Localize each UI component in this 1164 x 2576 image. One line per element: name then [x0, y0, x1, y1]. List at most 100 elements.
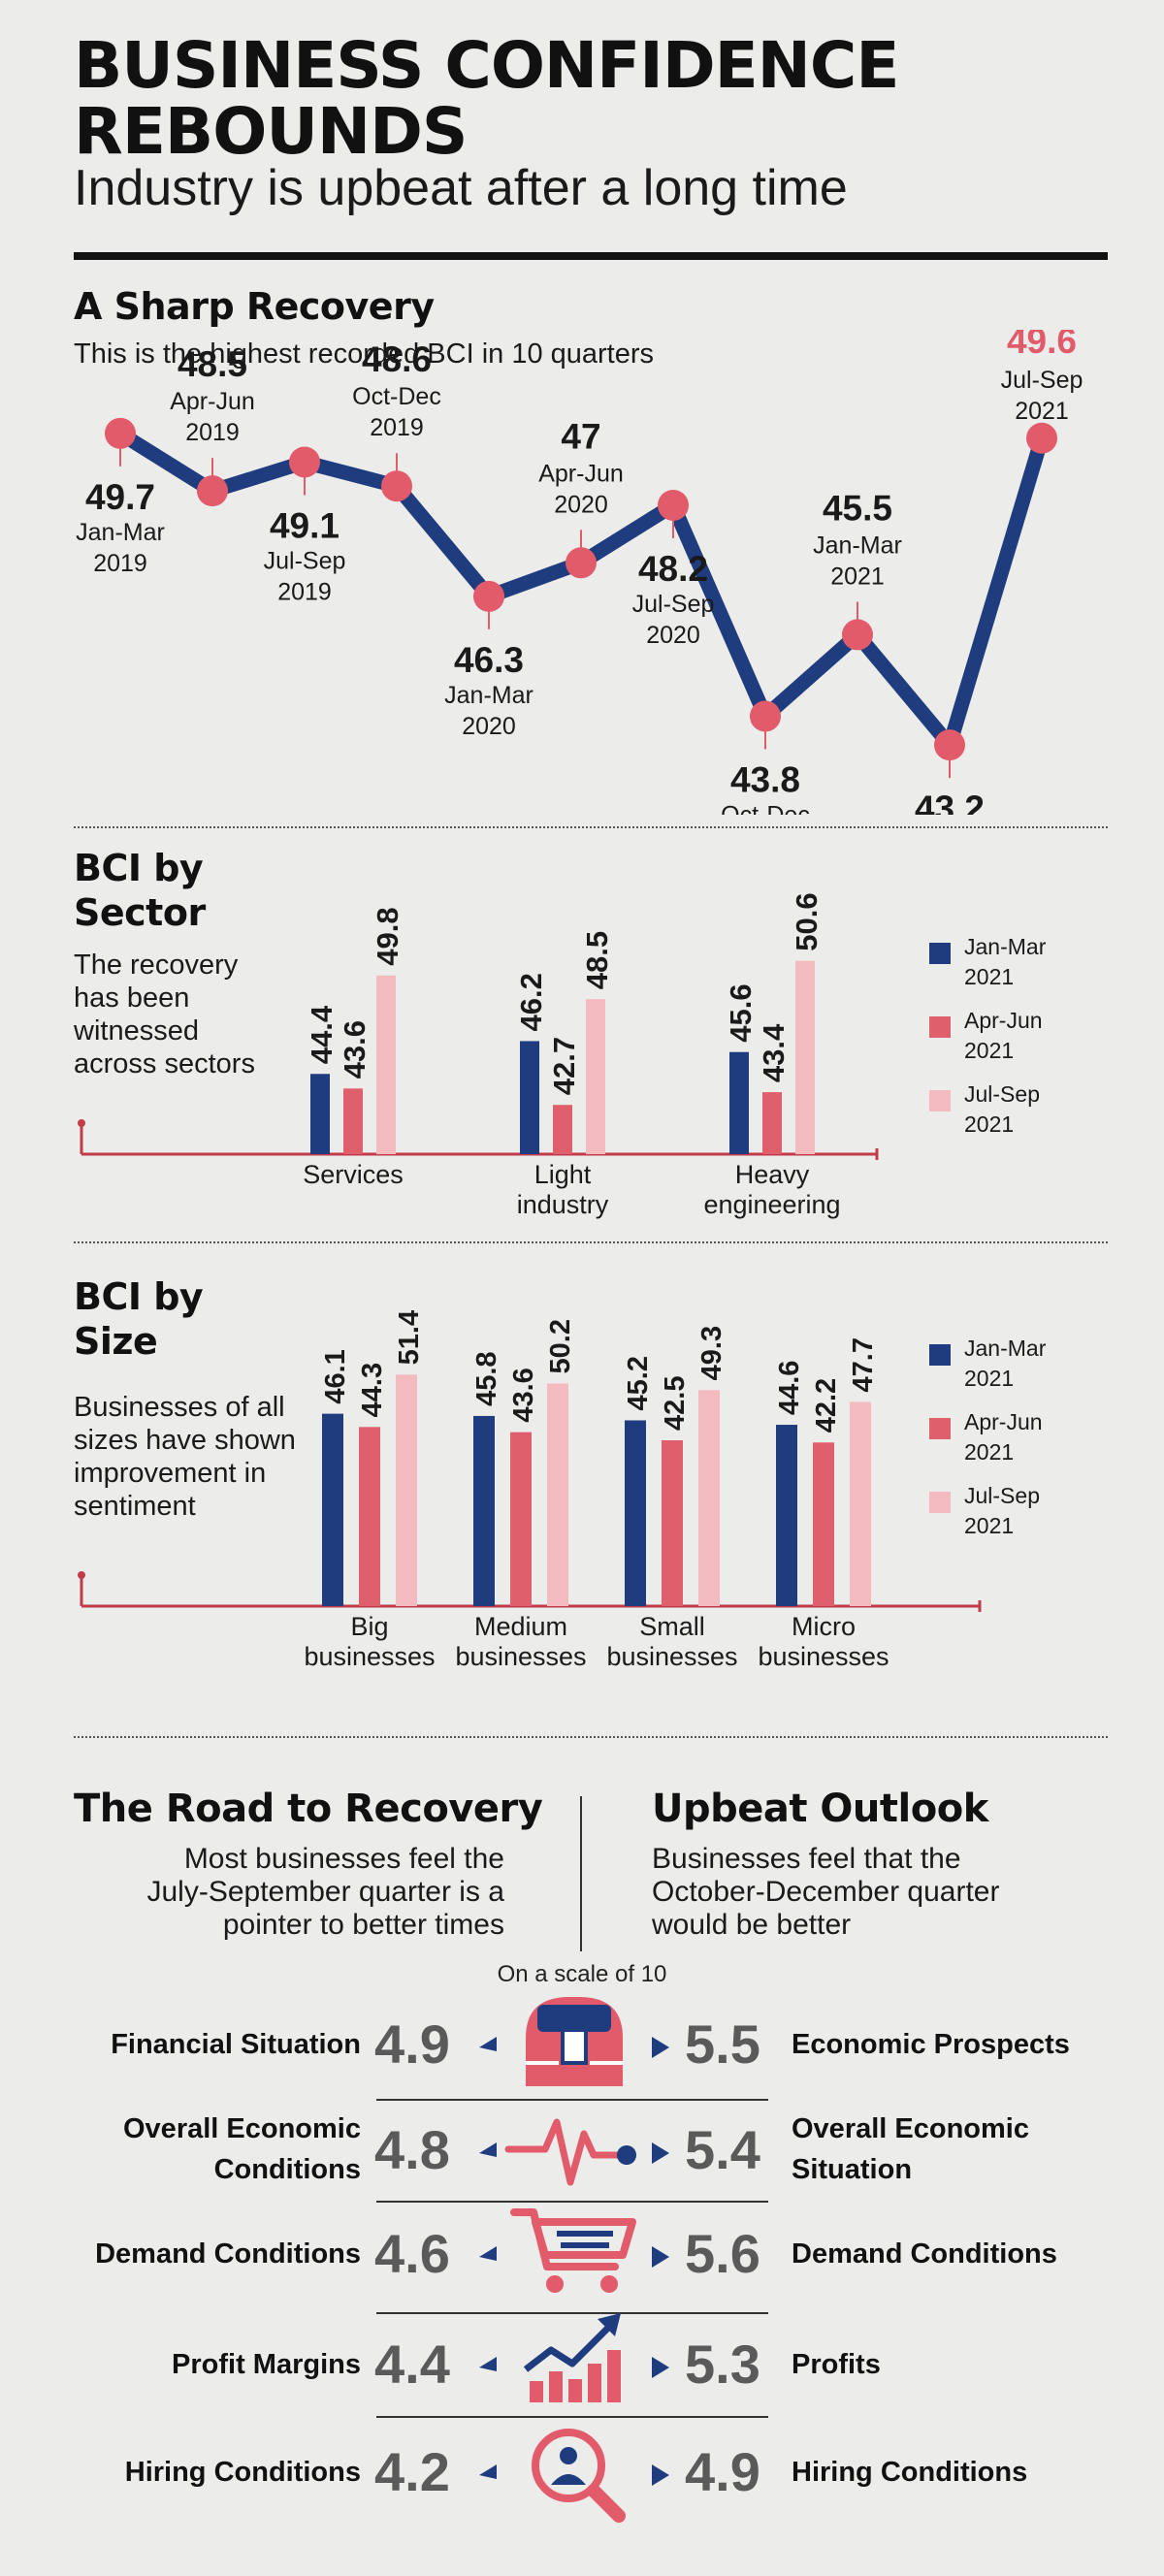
bar-value-label: 45.8 — [471, 1351, 502, 1405]
legend-swatch — [929, 1344, 951, 1366]
category-label: businesses — [304, 1642, 435, 1671]
bar-value-label: 48.5 — [580, 931, 614, 989]
point-quarter-label: Oct-Dec — [352, 383, 441, 410]
bar — [343, 1088, 363, 1154]
data-point — [105, 417, 136, 449]
arrow-left-icon — [479, 2357, 497, 2371]
point-quarter-label: Jan-Mar — [813, 531, 902, 559]
point-value-label: 43.8 — [730, 759, 800, 799]
road-to-recovery-title: The Road to Recovery — [74, 1787, 543, 1831]
category-label: industry — [517, 1190, 609, 1219]
point-year-label: 2019 — [277, 578, 332, 605]
category-label: Medium — [474, 1612, 567, 1641]
size-chart-description: Businesses of all sizes have shown impro… — [74, 1392, 296, 1522]
bar — [310, 1074, 330, 1154]
arrow-right-icon — [652, 2464, 669, 2486]
point-value-label: 43.2 — [915, 789, 985, 815]
point-year-label: 2019 — [93, 550, 147, 577]
axis-marker-dot — [78, 1571, 85, 1579]
line-chart: 49.7Jan-Mar201948.5Apr-Jun201949.1Jul-Se… — [76, 330, 1083, 815]
category-label: businesses — [606, 1642, 737, 1671]
legend-label: Apr-Jun — [964, 1008, 1043, 1033]
shopping-cart-icon — [510, 2208, 636, 2293]
point-quarter-label: Jan-Mar — [444, 682, 534, 709]
page-subtitle: Industry is upbeat after a long time — [74, 160, 848, 216]
bar-value-label: 42.7 — [547, 1037, 581, 1095]
legend-label: Jan-Mar — [964, 934, 1047, 959]
bar — [795, 960, 815, 1154]
arrow-right-icon — [652, 2246, 669, 2268]
point-year-label: 2020 — [462, 713, 516, 740]
right-metric-label: Hiring Conditions — [792, 2457, 1027, 2488]
sector-chart-description: The recovery has been witnessed across s… — [74, 950, 255, 1079]
data-point — [473, 580, 504, 612]
line-chart-title: A Sharp Recovery — [74, 285, 435, 328]
point-quarter-label: Jul-Sep — [264, 547, 346, 574]
arrow-right-icon — [652, 2142, 669, 2164]
bar — [510, 1432, 532, 1606]
left-metric-label: Profit Margins — [172, 2349, 361, 2380]
bar — [762, 1092, 782, 1154]
category-label: Small — [639, 1612, 705, 1641]
right-metric-value: 4.9 — [685, 2441, 760, 2502]
category-label: Light — [534, 1160, 592, 1189]
point-year-label: 2020 — [554, 491, 608, 518]
legend-swatch — [929, 1418, 951, 1439]
right-metric-value: 5.5 — [685, 2013, 760, 2075]
point-year-label: 2019 — [185, 419, 240, 446]
category-label: Big — [350, 1612, 388, 1641]
bar — [813, 1442, 834, 1606]
bar — [776, 1425, 797, 1606]
right-metric-label: Economic Prospects — [792, 2029, 1070, 2060]
section-divider-1 — [74, 826, 1108, 828]
legend-label: 2021 — [964, 1038, 1014, 1063]
bar — [376, 975, 396, 1154]
sector-chart-title: BCI by Sector — [74, 847, 206, 934]
right-metric-label: Situation — [792, 2154, 912, 2185]
category-label: Heavy — [735, 1160, 810, 1189]
point-quarter-label: Jul-Sep — [632, 591, 715, 618]
bar-value-label: 43.6 — [338, 1020, 372, 1079]
point-quarter-label: Oct-Dec — [721, 801, 810, 815]
arrow-left-icon — [479, 2037, 497, 2051]
legend-label: 2021 — [964, 1111, 1014, 1137]
legend-label: Jul-Sep — [964, 1483, 1040, 1508]
left-metric-value: 4.9 — [374, 2013, 450, 2075]
upbeat-outlook-title: Upbeat Outlook — [652, 1787, 988, 1831]
page-title: BUSINESS CONFIDENCE REBOUNDS — [74, 28, 899, 169]
bar — [473, 1415, 495, 1606]
bar — [850, 1401, 871, 1606]
bar — [662, 1440, 683, 1606]
road-to-recovery-desc: Most businesses feel the July-September … — [146, 1843, 505, 1941]
bar-value-label: 50.6 — [790, 892, 824, 950]
bar — [322, 1413, 343, 1606]
bar — [359, 1427, 380, 1606]
bar-value-label: 43.4 — [757, 1023, 791, 1082]
point-year-label: 2021 — [830, 563, 885, 590]
left-metric-label: Demand Conditions — [95, 2238, 361, 2270]
bar-value-label: 45.2 — [623, 1356, 654, 1410]
bar-value-label: 47.7 — [848, 1337, 879, 1392]
data-point — [566, 547, 597, 579]
left-metric-label: Financial Situation — [111, 2029, 361, 2060]
point-value-label: 46.3 — [454, 640, 524, 680]
point-value-label: 48.2 — [638, 549, 708, 589]
sector-bar-chart: 44.4 43.6 49.8 Services 46.2 42.7 48.5 Lightind… — [78, 892, 1047, 1219]
bar-value-label: 42.2 — [811, 1378, 842, 1433]
upbeat-outlook-desc: Businesses feel that the October-Decembe… — [652, 1843, 1000, 1941]
bar — [586, 999, 605, 1154]
left-metric-label: Overall Economic — [123, 2113, 361, 2144]
bar-value-label: 44.6 — [774, 1361, 805, 1415]
magnifier-person-icon — [532, 2429, 626, 2523]
growth-chart-icon — [523, 2313, 621, 2402]
left-metric-value: 4.4 — [374, 2334, 450, 2395]
category-label: Services — [303, 1160, 404, 1189]
category-label: businesses — [758, 1642, 889, 1671]
bar — [396, 1374, 417, 1606]
data-point — [381, 470, 412, 502]
scale-note: On a scale of 10 — [497, 1961, 667, 1987]
point-value-label: 45.5 — [823, 488, 892, 528]
bar-value-label: 43.6 — [508, 1368, 539, 1422]
data-point — [750, 700, 781, 732]
arrow-right-icon — [652, 2037, 669, 2058]
